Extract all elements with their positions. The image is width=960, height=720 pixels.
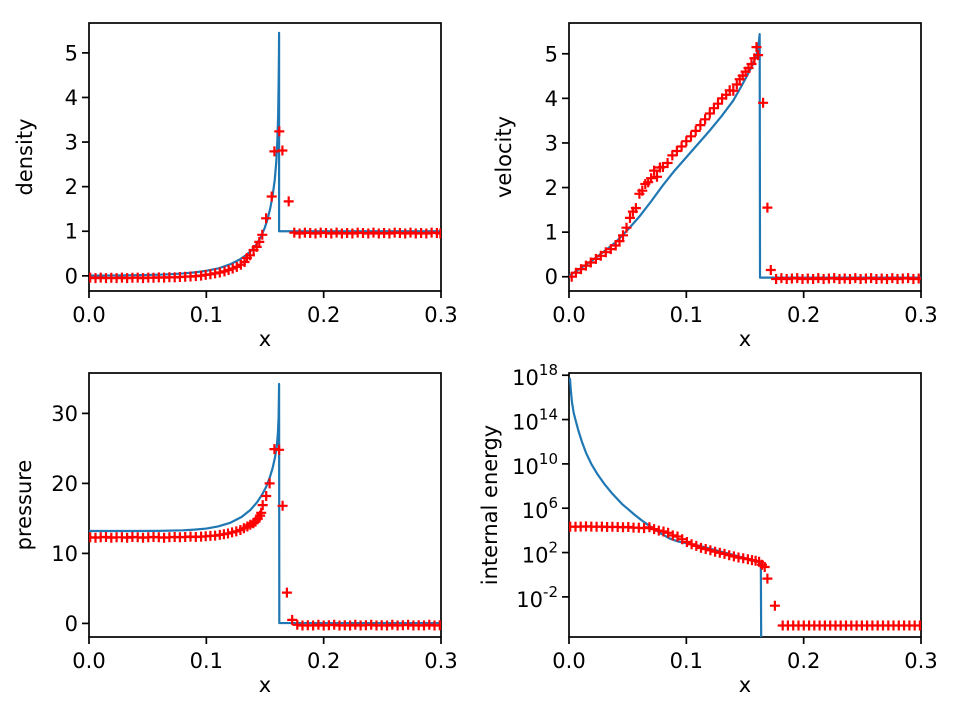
y-tick-label: 2 [65, 175, 78, 199]
y-tick-label: 102 [522, 539, 558, 568]
y-tick-label: 106 [522, 494, 558, 523]
x-tick-label: 0.0 [72, 649, 105, 673]
sph-particles-markers [89, 444, 441, 631]
x-axis-label: x [739, 327, 751, 351]
y-tick-label: 3 [65, 131, 78, 155]
y-axis-label: pressure [12, 460, 36, 551]
y-axis-label: density [13, 119, 37, 196]
sph-particles-markers [89, 126, 441, 284]
x-tick-label: 0.3 [904, 649, 937, 673]
x-tick-label: 0.2 [307, 649, 340, 673]
pressure-plot: 0.0 0.1 0.2 0.3 0 10 20 30 x pressure [12, 372, 458, 697]
x-tick-label: 0.3 [424, 303, 457, 327]
y-tick-label: 10 [51, 542, 78, 566]
x-tick-label: 0.0 [72, 303, 105, 327]
y-tick-label: 1018 [512, 361, 558, 390]
y-tick-label: 5 [545, 42, 558, 66]
velocity-plot: 0.0 0.1 0.2 0.3 0 1 2 3 4 5 x velocity [492, 22, 938, 351]
y-tick-label: 0 [545, 265, 558, 289]
y-tick-label: 1 [65, 220, 78, 244]
x-tick-label: 0.2 [787, 649, 820, 673]
y-tick-label: 4 [545, 87, 558, 111]
x-tick-label: 0.1 [190, 303, 223, 327]
y-tick-label: 30 [51, 402, 78, 426]
plot-frame [568, 22, 922, 292]
x-tick-label: 0.1 [670, 649, 703, 673]
y-tick-label: 1 [545, 221, 558, 245]
y-axis-label: internal energy [480, 425, 502, 585]
y-tick-label: 0 [65, 612, 78, 636]
analytic-solution-line [569, 377, 763, 637]
plot-frame [88, 22, 442, 292]
x-tick-label: 0.2 [787, 303, 820, 327]
y-axis-label: velocity [492, 116, 516, 198]
plot-frame [88, 372, 442, 638]
x-tick-label: 0.1 [190, 649, 223, 673]
y-tick-label: 0 [65, 264, 78, 288]
x-axis-label: x [259, 327, 271, 351]
x-axis-label: x [739, 673, 751, 697]
y-tick-label: 20 [51, 472, 78, 496]
x-tick-label: 0.1 [670, 303, 703, 327]
x-axis-label: x [259, 673, 271, 697]
y-tick-label: 4 [65, 86, 78, 110]
y-tick-label: 1010 [512, 450, 558, 479]
y-tick-label: 1014 [512, 406, 558, 435]
x-tick-label: 0.0 [552, 303, 585, 327]
sph-particles-markers [569, 42, 921, 284]
internal-energy-plot: 0.0 0.1 0.2 0.3 1018 1014 1010 106 102 10-2 x inter… [480, 361, 938, 697]
plot-frame [568, 372, 922, 638]
y-tick-label: 2 [545, 176, 558, 200]
analytic-solution-line [89, 31, 441, 277]
analytic-solution-line [89, 382, 441, 625]
analytic-solution-line [569, 33, 921, 279]
sph-particles-markers [569, 521, 921, 631]
y-tick-label: 10-2 [516, 583, 558, 612]
x-tick-label: 0.2 [307, 303, 340, 327]
density-plot: 0.0 0.1 0.2 0.3 0 1 2 3 4 5 x density [13, 22, 458, 351]
x-tick-label: 0.0 [552, 649, 585, 673]
y-tick-label: 3 [545, 131, 558, 155]
x-tick-label: 0.3 [424, 649, 457, 673]
x-tick-label: 0.3 [904, 303, 937, 327]
y-tick-label: 5 [65, 41, 78, 65]
